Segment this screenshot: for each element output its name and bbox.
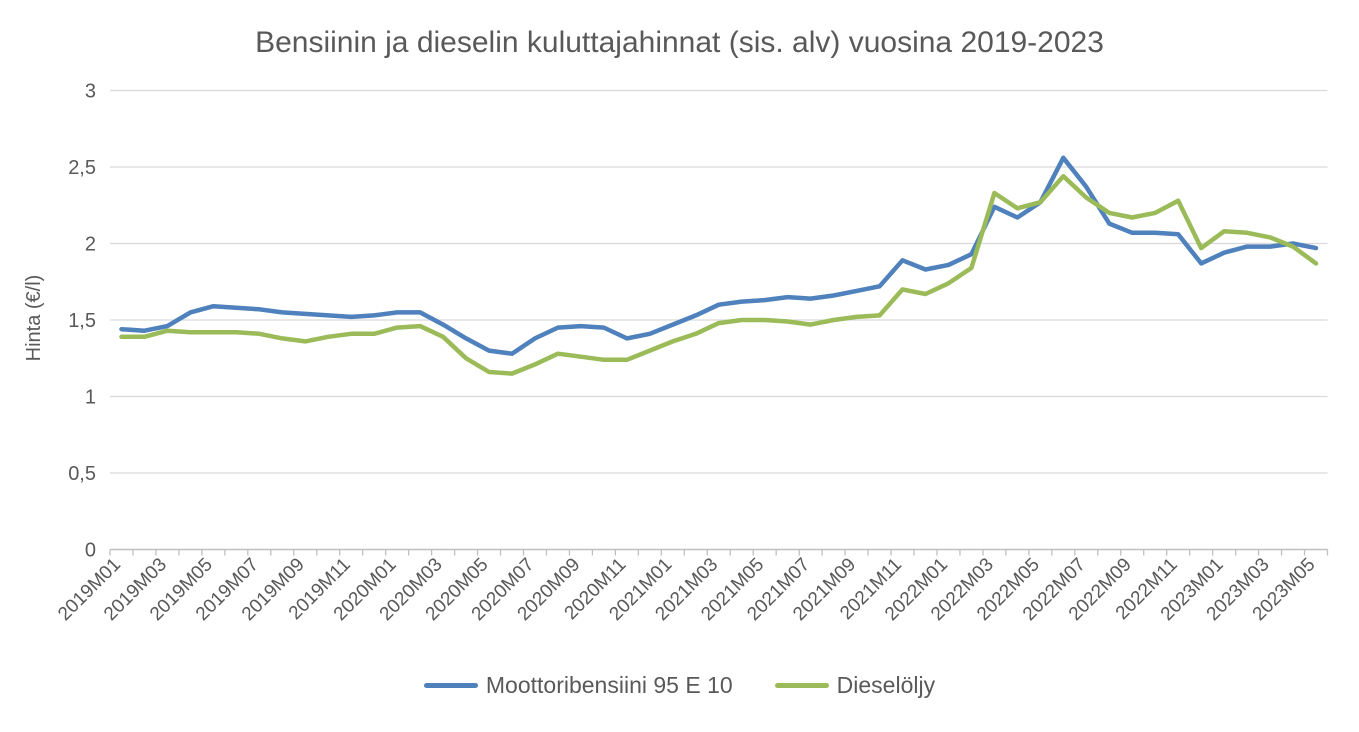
petrol-line-swatch-icon xyxy=(423,683,478,688)
legend-item-petrol: Moottoribensiini 95 E 10 xyxy=(423,672,733,699)
y-tick-label: 0,5 xyxy=(68,463,96,485)
chart-title: Bensiinin ja dieselin kuluttajahinnat (s… xyxy=(255,26,1104,59)
series-line-diesel xyxy=(119,173,1319,376)
y-tick-label: 1 xyxy=(85,387,96,409)
legend-label-petrol: Moottoribensiini 95 E 10 xyxy=(485,672,733,698)
y-tick-label: 0 xyxy=(85,540,96,562)
legend: Moottoribensiini 95 E 10 Dieselöljy xyxy=(0,672,1359,699)
diesel-line-swatch-icon xyxy=(774,683,829,688)
series-line-petrol xyxy=(119,155,1319,356)
y-tick-label: 2 xyxy=(85,234,96,256)
y-tick-label: 2,5 xyxy=(68,157,96,179)
y-tick-label: 1,5 xyxy=(68,310,96,332)
legend-item-diesel: Dieselöljy xyxy=(774,672,936,699)
y-axis-title: Hinta (€/l) xyxy=(23,275,45,362)
y-tick-label: 3 xyxy=(85,81,96,103)
legend-label-diesel: Dieselöljy xyxy=(836,672,936,698)
